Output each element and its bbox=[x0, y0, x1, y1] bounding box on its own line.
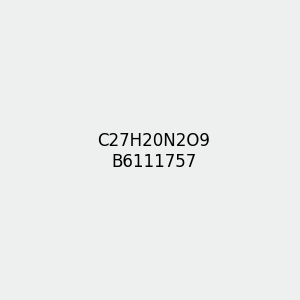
Text: C27H20N2O9
B6111757: C27H20N2O9 B6111757 bbox=[97, 132, 210, 171]
